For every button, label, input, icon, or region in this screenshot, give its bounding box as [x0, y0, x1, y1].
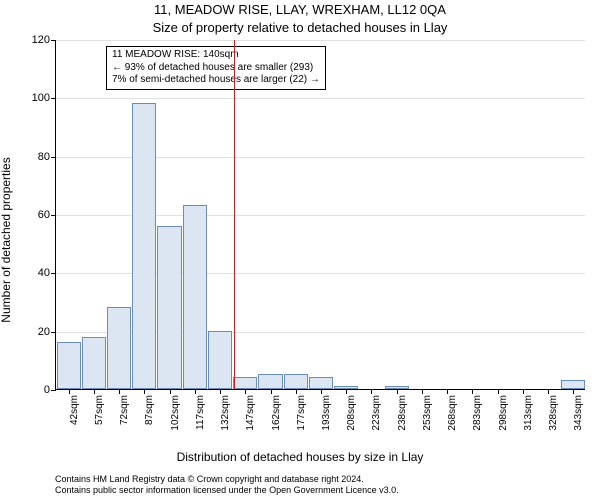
x-tick [346, 389, 347, 394]
y-tick-label: 120 [32, 34, 56, 46]
annotation-line: 11 MEADOW RISE: 140sqm [112, 49, 320, 62]
annotation-line: ← 93% of detached houses are smaller (29… [112, 62, 320, 75]
x-tick [271, 389, 272, 394]
x-axis-label: Distribution of detached houses by size … [0, 450, 600, 464]
x-tick [69, 389, 70, 394]
x-tick-label: 223sqm [371, 395, 382, 431]
x-tick [245, 389, 246, 394]
histogram-bar [183, 205, 207, 389]
x-tick-label: 87sqm [144, 395, 155, 425]
x-tick-label: 268sqm [447, 395, 458, 431]
x-tick-label: 313sqm [523, 395, 534, 431]
histogram-bar [284, 374, 308, 389]
x-tick-label: 42sqm [69, 395, 80, 425]
x-tick-label: 117sqm [195, 395, 206, 430]
x-tick [296, 389, 297, 394]
x-tick-label: 253sqm [422, 395, 433, 431]
x-tick [548, 389, 549, 394]
histogram-bar [258, 374, 282, 389]
x-tick-label: 328sqm [548, 395, 559, 431]
x-tick [397, 389, 398, 394]
histogram-bar [132, 103, 156, 389]
x-tick-label: 177sqm [296, 395, 307, 431]
x-tick-label: 283sqm [472, 395, 483, 431]
x-tick [220, 389, 221, 394]
y-tick-label: 40 [38, 267, 56, 279]
y-tick-label: 0 [44, 384, 56, 396]
histogram-bar [208, 331, 232, 389]
x-tick-label: 298sqm [498, 395, 509, 431]
x-tick [472, 389, 473, 394]
attribution-line-2: Contains public sector information licen… [55, 485, 590, 496]
chart-root: 11, MEADOW RISE, LLAY, WREXHAM, LL12 0QA… [0, 0, 600, 500]
chart-subtitle: Size of property relative to detached ho… [0, 20, 600, 35]
y-tick-label: 60 [38, 209, 56, 221]
x-tick-label: 162sqm [271, 395, 282, 431]
x-tick [195, 389, 196, 394]
histogram-bar [82, 337, 106, 390]
property-annotation: 11 MEADOW RISE: 140sqm← 93% of detached … [106, 46, 326, 90]
x-tick [94, 389, 95, 394]
y-axis-label: Number of detached properties [0, 157, 13, 322]
histogram-bar [309, 377, 333, 389]
x-tick-label: 57sqm [94, 395, 105, 425]
x-tick-label: 132sqm [220, 395, 231, 431]
histogram-bar [157, 226, 181, 389]
y-tick-label: 100 [32, 92, 56, 104]
y-tick-label: 20 [38, 326, 56, 338]
x-tick-label: 102sqm [170, 395, 181, 431]
histogram-bar [233, 377, 257, 389]
subject-property-line [234, 40, 235, 389]
x-tick-label: 208sqm [346, 395, 357, 431]
gridline [56, 98, 585, 99]
x-tick [498, 389, 499, 394]
x-tick [119, 389, 120, 394]
x-tick-label: 238sqm [397, 395, 408, 431]
x-tick-label: 343sqm [573, 395, 584, 431]
attribution-line-1: Contains HM Land Registry data © Crown c… [55, 474, 590, 485]
x-tick-label: 193sqm [321, 395, 332, 431]
attribution-text: Contains HM Land Registry data © Crown c… [55, 474, 590, 497]
x-tick [321, 389, 322, 394]
x-tick [144, 389, 145, 394]
x-tick [573, 389, 574, 394]
gridline [56, 40, 585, 41]
x-tick [422, 389, 423, 394]
x-tick-label: 147sqm [245, 395, 256, 431]
chart-title: 11, MEADOW RISE, LLAY, WREXHAM, LL12 0QA [0, 2, 600, 17]
x-tick [371, 389, 372, 394]
x-tick [170, 389, 171, 394]
histogram-bar [57, 342, 81, 389]
x-tick [523, 389, 524, 394]
x-tick [447, 389, 448, 394]
plot-area: 11 MEADOW RISE: 140sqm← 93% of detached … [55, 40, 585, 390]
histogram-bar [561, 380, 585, 389]
annotation-line: 7% of semi-detached houses are larger (2… [112, 74, 320, 87]
x-tick-label: 72sqm [119, 395, 130, 425]
y-tick-label: 80 [38, 151, 56, 163]
histogram-bar [107, 307, 131, 389]
